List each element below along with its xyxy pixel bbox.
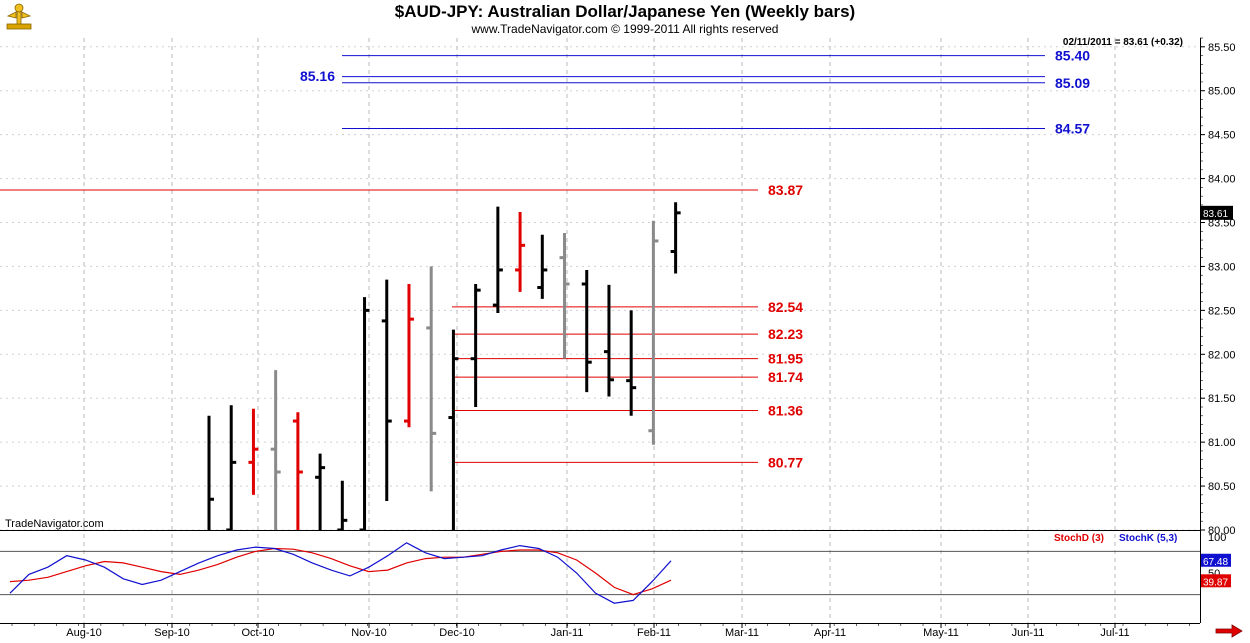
x-tick-label: May-11 bbox=[923, 627, 959, 639]
ohlc-bar bbox=[626, 310, 637, 416]
stochk-last-box bbox=[1201, 553, 1231, 567]
x-tick-label: Jul-11 bbox=[1100, 627, 1129, 639]
ohlc-bar bbox=[337, 480, 348, 530]
level-label: 82.23 bbox=[768, 326, 803, 342]
price-readout: 02/11/2011 = 83.61 (+0.32) bbox=[1062, 37, 1183, 48]
y-tick-label: 85.00 bbox=[1208, 86, 1236, 98]
level-label: 81.95 bbox=[768, 351, 803, 367]
level-label: 82.54 bbox=[768, 299, 803, 315]
y-tick-label: 83.00 bbox=[1208, 261, 1236, 273]
ohlc-bar bbox=[292, 412, 303, 530]
last-price-label: 83.61 bbox=[1203, 209, 1228, 220]
ohlc-bar bbox=[207, 415, 214, 530]
level-label: 81.74 bbox=[768, 369, 803, 385]
x-tick-label: Apr-11 bbox=[814, 627, 846, 639]
x-tick-label: Sep-10 bbox=[154, 627, 189, 639]
y-tick-label: 81.50 bbox=[1208, 393, 1236, 405]
ohlc-bar bbox=[226, 405, 237, 530]
stochd-line bbox=[9, 547, 672, 596]
ohlc-bar bbox=[559, 233, 570, 359]
level-label: 84.57 bbox=[1055, 120, 1090, 136]
ohlc-bar bbox=[537, 234, 548, 299]
ohlc-bar bbox=[315, 453, 326, 530]
stochk-last-label: 67.48 bbox=[1203, 557, 1228, 568]
y-tick-label: 84.50 bbox=[1208, 130, 1236, 142]
y-tick-label: 81.00 bbox=[1208, 437, 1236, 449]
x-tick-label: Aug-10 bbox=[66, 627, 101, 639]
ohlc-bar bbox=[515, 211, 526, 292]
ohlc-bar bbox=[248, 408, 259, 495]
x-tick-label: Mar-11 bbox=[725, 627, 759, 639]
y-tick-label: 85.50 bbox=[1208, 42, 1236, 54]
stochk-line bbox=[9, 542, 672, 604]
ohlc-bar bbox=[648, 220, 659, 445]
ohlc-bar bbox=[470, 284, 481, 407]
level-label: 85.40 bbox=[1055, 48, 1090, 64]
level-label: 80.77 bbox=[768, 454, 803, 470]
legend-stochk: StochK (5,3) bbox=[1119, 533, 1178, 544]
watermark: TradeNavigator.com bbox=[5, 518, 104, 530]
scroll-right-arrow-icon[interactable] bbox=[1214, 624, 1244, 638]
level-label: 83.87 bbox=[768, 182, 803, 198]
chart-subtitle: www.TradeNavigator.com © 1999-2011 All r… bbox=[471, 22, 779, 36]
y-tick-label: 80.00 bbox=[1208, 525, 1236, 537]
ohlc-bar bbox=[670, 202, 681, 274]
x-tick-label: Feb-11 bbox=[637, 627, 671, 639]
ohlc-bar bbox=[603, 284, 614, 397]
last-price-box bbox=[1201, 205, 1233, 220]
ohlc-bar bbox=[359, 297, 370, 530]
ohlc-bar bbox=[426, 266, 437, 492]
ohlc-bar bbox=[403, 284, 414, 428]
x-tick-label: Nov-10 bbox=[351, 627, 386, 639]
y-tick-label: 84.00 bbox=[1208, 174, 1236, 186]
legend-stochd: StochD (3) bbox=[1054, 533, 1104, 544]
y-tick-label: 83.50 bbox=[1208, 218, 1236, 230]
stochd-last-label: 39.87 bbox=[1203, 577, 1228, 588]
level-label: 85.16 bbox=[300, 68, 335, 84]
y-tick-label: 80.50 bbox=[1208, 481, 1236, 493]
x-tick-label: Jun-11 bbox=[1012, 627, 1045, 639]
ohlc-bars bbox=[207, 202, 681, 530]
chart-title: $AUD-JPY: Australian Dollar/Japanese Yen… bbox=[394, 2, 856, 21]
x-tick-label: Dec-10 bbox=[439, 627, 474, 639]
stochd-last-box bbox=[1201, 574, 1231, 588]
ohlc-bar bbox=[270, 370, 281, 530]
level-label: 85.09 bbox=[1055, 75, 1090, 91]
ohlc-bar bbox=[381, 279, 392, 502]
ohlc-bar bbox=[492, 206, 503, 313]
x-tick-label: Oct-10 bbox=[241, 627, 274, 639]
tradenavigator-logo-icon bbox=[6, 3, 32, 30]
ohlc-bar bbox=[448, 329, 459, 530]
x-tick-label: Jan-11 bbox=[551, 627, 584, 639]
stoch-tick-label: 100 bbox=[1208, 532, 1226, 544]
ohlc-bar bbox=[581, 269, 592, 393]
y-tick-label: 82.50 bbox=[1208, 305, 1236, 317]
y-tick-label: 82.00 bbox=[1208, 349, 1236, 361]
level-label: 81.36 bbox=[768, 403, 803, 419]
